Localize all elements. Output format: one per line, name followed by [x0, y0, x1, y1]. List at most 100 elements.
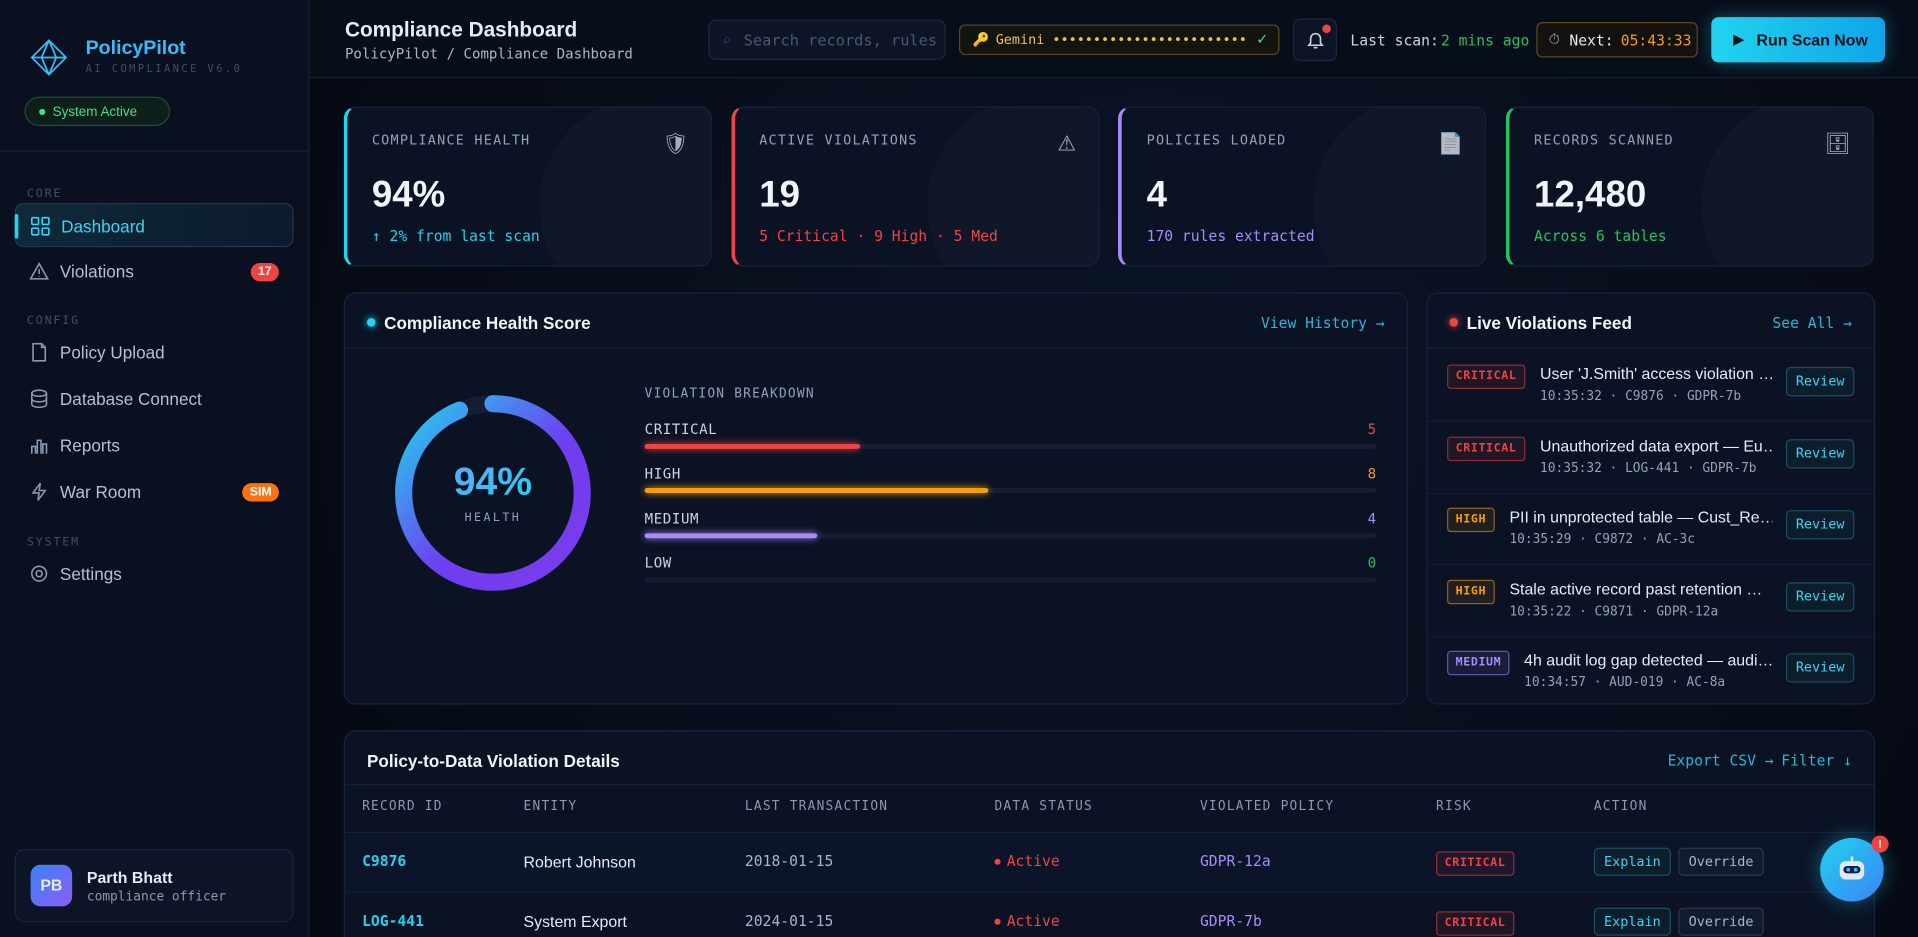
breakdown-value: 8: [1367, 465, 1377, 483]
search-box[interactable]: ⌕ Search records, rules: [708, 19, 946, 60]
column-header: LAST TRANSACTION: [744, 798, 889, 814]
feed-text: Stale active record past retention …: [1509, 579, 1763, 598]
breakdown-track: [644, 577, 1377, 583]
row-action-button[interactable]: Explain: [1593, 907, 1671, 936]
last-scan-label: Last scan:: [1350, 31, 1439, 49]
column-header: RECORD ID: [362, 798, 443, 814]
table-action[interactable]: Export CSV →: [1667, 752, 1774, 770]
table-row: C9876 Robert Johnson 2018-01-15 Active GDPR-…: [344, 833, 1874, 893]
nav-label: Reports: [59, 435, 120, 456]
check-icon: ✓: [1256, 30, 1269, 48]
nav-icon: [31, 216, 50, 236]
feed-item: HIGH Stale active record past retention ……: [1427, 565, 1874, 637]
nav-badge: 17: [250, 262, 279, 282]
severity-badge: CRITICAL: [1447, 436, 1526, 461]
status-dot: [994, 918, 1001, 925]
review-button[interactable]: Review: [1785, 438, 1855, 468]
breakdown-bar: [644, 488, 989, 494]
status-dot: [994, 858, 1001, 865]
card-decoration: [539, 108, 710, 266]
nav-item[interactable]: Database Connect: [15, 377, 294, 421]
header: Compliance Dashboard PolicyPilot / Compl…: [309, 0, 1918, 79]
table-cell: LOG-441: [362, 912, 424, 930]
gauge-arc: [395, 395, 591, 591]
run-scan-button[interactable]: ▶ Run Scan Now: [1711, 17, 1885, 63]
page-title: Compliance Dashboard: [344, 18, 578, 42]
breakdown-label: HIGH: [644, 465, 681, 483]
user-name: Parth Bhatt: [86, 868, 173, 887]
divider: [1427, 347, 1874, 349]
breakdown-value: 0: [1367, 553, 1377, 572]
nav-section-label: CORE: [26, 187, 63, 201]
assistant-button[interactable]: !: [1820, 835, 1889, 902]
run-scan-label: Run Scan Now: [1756, 30, 1868, 49]
nav-item[interactable]: Reports: [15, 423, 294, 467]
view-history-link[interactable]: View History →: [1260, 314, 1385, 332]
breakdown-label: LOW: [644, 553, 672, 572]
nav-section-label: SYSTEM: [26, 535, 80, 550]
row-action-button[interactable]: Override: [1678, 907, 1764, 936]
card-note: Across 6 tables: [1534, 227, 1667, 245]
divider: [344, 831, 1874, 834]
panel-dot: [366, 318, 376, 327]
nav-item[interactable]: Settings: [15, 552, 294, 596]
feed-meta: 10:35:22 · C9871 · GDPR-12a: [1509, 603, 1719, 619]
nav-icon: [31, 439, 48, 454]
stat-card: COMPLIANCE HEALTH 🛡 94% ↑ 2% from last scan: [343, 106, 712, 267]
card-value: 94%: [371, 174, 446, 216]
api-key[interactable]: 🔑 Gemini •••••••••••••••••••••••• ✓: [958, 24, 1280, 56]
nav-item[interactable]: Policy Upload: [15, 330, 294, 374]
nav-icon: [31, 389, 48, 409]
review-button[interactable]: Review: [1785, 581, 1855, 611]
table-cell: Active: [1006, 912, 1060, 930]
nav-icon: [32, 342, 47, 362]
nav-label: Database Connect: [59, 388, 202, 409]
nav-item[interactable]: Dashboard: [14, 203, 294, 248]
robot-icon: [1839, 856, 1865, 880]
logo: [30, 39, 68, 76]
nav-section-label: CONFIG: [26, 314, 80, 328]
severity-badge: CRITICAL: [1447, 364, 1526, 389]
card-icon: 🛡: [662, 132, 689, 156]
see-all-link[interactable]: See All →: [1772, 314, 1852, 332]
table-action[interactable]: Filter ↓: [1781, 752, 1852, 770]
card-value: 4: [1146, 174, 1168, 216]
breakdown-track: [644, 532, 1377, 538]
nav-label: Settings: [59, 563, 122, 584]
divider: [0, 150, 309, 152]
card-label: COMPLIANCE HEALTH: [371, 132, 531, 149]
nav-item[interactable]: War Room SIM: [15, 470, 294, 514]
card-label: RECORDS SCANNED: [1534, 132, 1674, 149]
nav-badge: SIM: [242, 483, 279, 502]
review-button[interactable]: Review: [1785, 653, 1855, 683]
breadcrumb: PolicyPilot / Compliance Dashboard: [344, 45, 633, 63]
severity-badge: HIGH: [1447, 579, 1495, 604]
breakdown-label: MEDIUM: [644, 509, 700, 527]
last-scan: 2 mins ago: [1440, 31, 1530, 49]
assistant-badge: !: [1871, 835, 1889, 853]
review-button[interactable]: Review: [1785, 510, 1855, 540]
nav-item[interactable]: Violations 17: [15, 250, 294, 294]
review-button[interactable]: Review: [1785, 366, 1855, 397]
table-row: LOG-441 System Export 2024-01-15 Active GDPR…: [345, 893, 1874, 937]
breakdown-bar: [644, 532, 817, 538]
key-icon: 🔑: [972, 33, 990, 48]
notifications[interactable]: [1292, 18, 1337, 62]
user-card[interactable]: PB Parth Bhatt compliance officer: [14, 848, 294, 923]
card-decoration: [1702, 108, 1873, 266]
feed-meta: 10:34:57 · AUD-019 · AC-8a: [1524, 675, 1726, 690]
row-action-button[interactable]: Explain: [1593, 847, 1671, 876]
notification-dot: [1322, 24, 1331, 34]
breakdown-bar: [644, 444, 860, 449]
card-value: 12,480: [1534, 174, 1647, 216]
next-time: 05:43:33: [1620, 31, 1692, 49]
row-action-button[interactable]: Override: [1678, 847, 1764, 876]
card-label: POLICIES LOADED: [1146, 132, 1287, 149]
status-pill: System Active: [24, 96, 171, 126]
risk-badge: CRITICAL: [1436, 851, 1515, 876]
stat-card: ACTIVE VIOLATIONS ⚠ 19 5 Critical · 9 High …: [731, 106, 1100, 267]
stat-card: POLICIES LOADED 📄 4 170 rules extracted: [1118, 106, 1487, 267]
health-panel: Compliance Health Score View History → 9…: [343, 292, 1408, 705]
card-icon: 📄: [1437, 132, 1464, 156]
